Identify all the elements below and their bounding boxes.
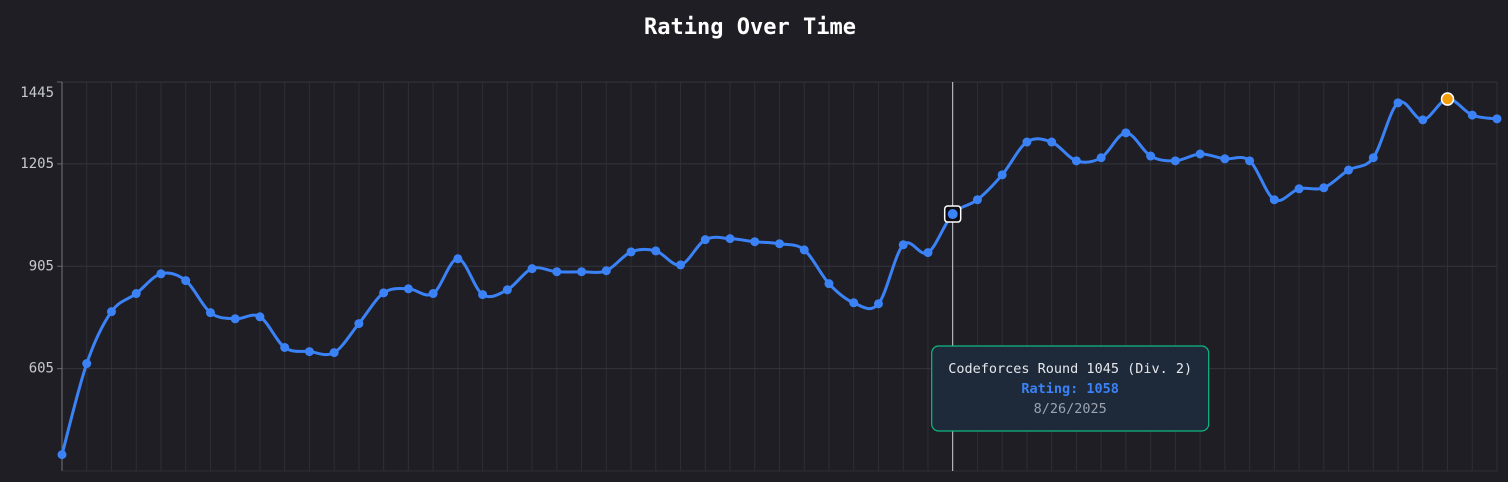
- point: [527, 264, 537, 274]
- point: [775, 239, 784, 249]
- point: [1393, 98, 1403, 108]
- tooltip-contest: Codeforces Round 1045 (Div. 2): [948, 361, 1192, 377]
- y-tick-label: 605: [29, 361, 54, 377]
- point: [82, 359, 92, 369]
- point: [502, 285, 512, 295]
- point: [1146, 151, 1156, 161]
- point: [1096, 153, 1106, 163]
- point: [849, 298, 859, 308]
- point: [873, 299, 883, 309]
- tooltip-rating: Rating: 1058: [1021, 381, 1119, 397]
- point: [1368, 153, 1378, 163]
- point: [1319, 183, 1329, 193]
- point: [799, 245, 809, 255]
- point: [428, 289, 438, 299]
- active-point: [947, 209, 958, 220]
- point: [1170, 156, 1180, 166]
- tooltip-date: 8/26/2025: [1034, 401, 1107, 417]
- point: [255, 312, 265, 322]
- point: [181, 276, 191, 286]
- point: [972, 195, 982, 205]
- point: [478, 290, 488, 300]
- point: [453, 254, 463, 264]
- point: [651, 246, 661, 256]
- point: [1245, 156, 1255, 166]
- point: [923, 248, 933, 258]
- point: [898, 240, 908, 250]
- y-tick-label: 905: [29, 258, 54, 274]
- point: [329, 348, 339, 358]
- point: [750, 237, 760, 247]
- point: [1047, 137, 1057, 147]
- tooltip: Codeforces Round 1045 (Div. 2) Rating: 10…: [931, 345, 1210, 432]
- point: [379, 288, 389, 298]
- point: [552, 267, 562, 277]
- point: [626, 247, 636, 257]
- point: [1467, 110, 1477, 120]
- point: [725, 234, 735, 244]
- point: [57, 450, 67, 460]
- point: [577, 267, 587, 277]
- point: [824, 279, 834, 289]
- point: [131, 289, 141, 299]
- point: [1071, 156, 1081, 166]
- point: [601, 266, 611, 276]
- point: [700, 235, 710, 245]
- point: [205, 308, 215, 318]
- point: [354, 319, 364, 329]
- y-tick-label: 1445: [20, 85, 54, 101]
- point: [230, 314, 240, 324]
- point: [1418, 115, 1428, 125]
- point: [304, 347, 314, 357]
- point: [156, 269, 166, 279]
- point: [1022, 137, 1032, 147]
- point: [403, 284, 413, 294]
- tooltip-box: [931, 345, 1210, 432]
- chart-title: Rating Over Time: [644, 15, 856, 40]
- point: [1344, 165, 1354, 175]
- point: [106, 307, 116, 317]
- point: [1294, 184, 1304, 194]
- point: [1492, 114, 1502, 124]
- point: [1195, 149, 1205, 159]
- point: [997, 170, 1007, 180]
- point: [280, 342, 290, 352]
- point: [1121, 128, 1131, 138]
- y-tick-label: 1205: [20, 156, 54, 172]
- point: [676, 260, 686, 270]
- max-point: [1440, 92, 1455, 106]
- point: [1269, 195, 1279, 205]
- point: [1220, 154, 1230, 164]
